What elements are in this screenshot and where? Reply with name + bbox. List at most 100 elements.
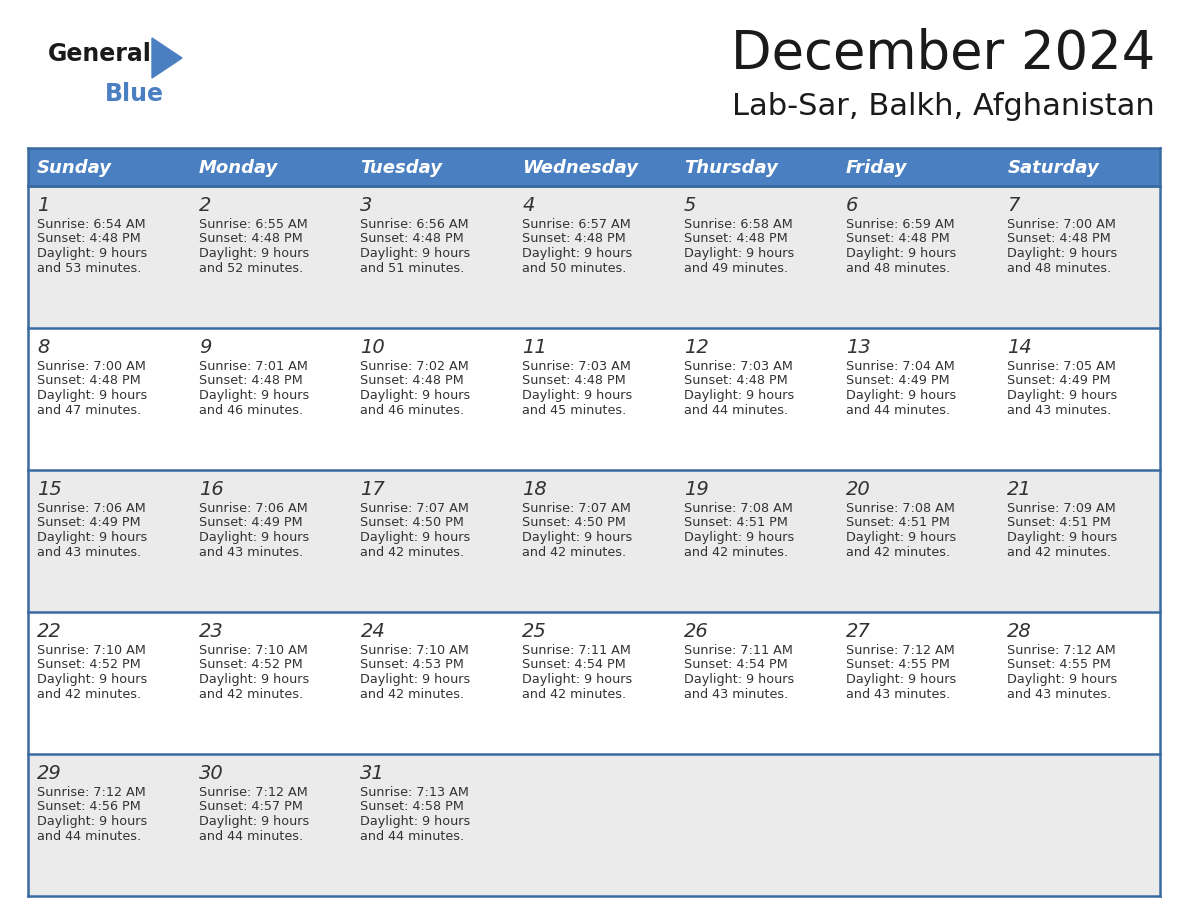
Text: Sunset: 4:54 PM: Sunset: 4:54 PM (523, 658, 626, 671)
Text: Lab-Sar, Balkh, Afghanistan: Lab-Sar, Balkh, Afghanistan (732, 92, 1155, 121)
Text: Sunset: 4:48 PM: Sunset: 4:48 PM (846, 232, 949, 245)
Text: 5: 5 (684, 196, 696, 215)
Text: Daylight: 9 hours: Daylight: 9 hours (360, 531, 470, 544)
Text: Sunrise: 7:08 AM: Sunrise: 7:08 AM (846, 502, 954, 515)
Text: Daylight: 9 hours: Daylight: 9 hours (523, 531, 632, 544)
Text: Sunday: Sunday (37, 159, 112, 177)
Text: and 43 minutes.: and 43 minutes. (198, 545, 303, 558)
Text: Sunrise: 7:05 AM: Sunrise: 7:05 AM (1007, 360, 1117, 373)
Text: Sunset: 4:56 PM: Sunset: 4:56 PM (37, 800, 140, 813)
Text: Sunset: 4:54 PM: Sunset: 4:54 PM (684, 658, 788, 671)
Text: Sunrise: 7:00 AM: Sunrise: 7:00 AM (37, 360, 146, 373)
Text: Daylight: 9 hours: Daylight: 9 hours (684, 673, 794, 686)
Text: Sunset: 4:48 PM: Sunset: 4:48 PM (360, 375, 465, 387)
Text: Sunrise: 7:12 AM: Sunrise: 7:12 AM (37, 786, 146, 799)
Text: Sunset: 4:55 PM: Sunset: 4:55 PM (846, 658, 949, 671)
Text: and 48 minutes.: and 48 minutes. (1007, 262, 1112, 274)
Text: Sunrise: 7:10 AM: Sunrise: 7:10 AM (37, 644, 146, 657)
Text: and 52 minutes.: and 52 minutes. (198, 262, 303, 274)
Text: Tuesday: Tuesday (360, 159, 442, 177)
Text: Sunrise: 7:06 AM: Sunrise: 7:06 AM (37, 502, 146, 515)
Text: Daylight: 9 hours: Daylight: 9 hours (1007, 673, 1118, 686)
Text: 14: 14 (1007, 338, 1032, 357)
Text: Sunset: 4:48 PM: Sunset: 4:48 PM (523, 232, 626, 245)
Bar (29, 148, 1159, 186)
Text: and 42 minutes.: and 42 minutes. (684, 545, 788, 558)
Text: 7: 7 (1007, 196, 1019, 215)
Text: 22: 22 (37, 622, 62, 641)
Text: Daylight: 9 hours: Daylight: 9 hours (523, 673, 632, 686)
Text: 21: 21 (1007, 480, 1032, 499)
Text: Thursday: Thursday (684, 159, 778, 177)
Text: 13: 13 (846, 338, 871, 357)
Text: and 42 minutes.: and 42 minutes. (846, 545, 949, 558)
Text: Sunset: 4:50 PM: Sunset: 4:50 PM (360, 517, 465, 530)
Text: Sunrise: 7:00 AM: Sunrise: 7:00 AM (1007, 218, 1117, 231)
Text: Sunset: 4:51 PM: Sunset: 4:51 PM (846, 517, 949, 530)
Text: Blue: Blue (105, 82, 164, 106)
Text: Sunset: 4:48 PM: Sunset: 4:48 PM (37, 232, 140, 245)
Text: Daylight: 9 hours: Daylight: 9 hours (360, 389, 470, 402)
Text: Monday: Monday (198, 159, 278, 177)
Text: Sunrise: 7:13 AM: Sunrise: 7:13 AM (360, 786, 469, 799)
Text: and 43 minutes.: and 43 minutes. (37, 545, 141, 558)
Text: 10: 10 (360, 338, 385, 357)
Text: Sunset: 4:51 PM: Sunset: 4:51 PM (684, 517, 788, 530)
Text: Sunrise: 7:12 AM: Sunrise: 7:12 AM (1007, 644, 1116, 657)
Text: Sunset: 4:51 PM: Sunset: 4:51 PM (1007, 517, 1111, 530)
Text: 31: 31 (360, 764, 385, 783)
Text: Sunset: 4:55 PM: Sunset: 4:55 PM (1007, 658, 1111, 671)
Text: Daylight: 9 hours: Daylight: 9 hours (37, 247, 147, 260)
Text: Daylight: 9 hours: Daylight: 9 hours (360, 673, 470, 686)
Text: Daylight: 9 hours: Daylight: 9 hours (1007, 389, 1118, 402)
Text: Sunrise: 7:02 AM: Sunrise: 7:02 AM (360, 360, 469, 373)
Text: and 42 minutes.: and 42 minutes. (37, 688, 141, 700)
Bar (29, 612, 1159, 754)
Text: Daylight: 9 hours: Daylight: 9 hours (523, 389, 632, 402)
Text: Sunset: 4:48 PM: Sunset: 4:48 PM (198, 232, 303, 245)
Text: and 42 minutes.: and 42 minutes. (198, 688, 303, 700)
Text: Sunset: 4:48 PM: Sunset: 4:48 PM (360, 232, 465, 245)
Text: Daylight: 9 hours: Daylight: 9 hours (198, 531, 309, 544)
Text: 9: 9 (198, 338, 211, 357)
Text: and 43 minutes.: and 43 minutes. (1007, 688, 1112, 700)
Text: Sunrise: 7:03 AM: Sunrise: 7:03 AM (684, 360, 792, 373)
Text: 6: 6 (846, 196, 858, 215)
Text: 23: 23 (198, 622, 223, 641)
Text: Sunset: 4:52 PM: Sunset: 4:52 PM (198, 658, 303, 671)
Text: and 44 minutes.: and 44 minutes. (360, 830, 465, 843)
Text: 27: 27 (846, 622, 871, 641)
Text: 3: 3 (360, 196, 373, 215)
Text: and 49 minutes.: and 49 minutes. (684, 262, 788, 274)
Text: Sunset: 4:49 PM: Sunset: 4:49 PM (846, 375, 949, 387)
Text: 24: 24 (360, 622, 385, 641)
Text: Sunset: 4:48 PM: Sunset: 4:48 PM (37, 375, 140, 387)
Text: and 44 minutes.: and 44 minutes. (37, 830, 141, 843)
Text: Daylight: 9 hours: Daylight: 9 hours (360, 815, 470, 828)
Text: 26: 26 (684, 622, 708, 641)
Text: 17: 17 (360, 480, 385, 499)
Text: Sunrise: 7:12 AM: Sunrise: 7:12 AM (846, 644, 954, 657)
Text: and 51 minutes.: and 51 minutes. (360, 262, 465, 274)
Text: and 42 minutes.: and 42 minutes. (523, 688, 626, 700)
Text: Sunset: 4:57 PM: Sunset: 4:57 PM (198, 800, 303, 813)
Text: Sunrise: 6:57 AM: Sunrise: 6:57 AM (523, 218, 631, 231)
Text: Sunset: 4:48 PM: Sunset: 4:48 PM (684, 375, 788, 387)
Text: and 46 minutes.: and 46 minutes. (360, 404, 465, 417)
Text: 25: 25 (523, 622, 546, 641)
Text: Saturday: Saturday (1007, 159, 1099, 177)
Text: Sunrise: 6:59 AM: Sunrise: 6:59 AM (846, 218, 954, 231)
Text: 11: 11 (523, 338, 546, 357)
Text: and 50 minutes.: and 50 minutes. (523, 262, 626, 274)
Text: Sunset: 4:49 PM: Sunset: 4:49 PM (37, 517, 140, 530)
Text: and 44 minutes.: and 44 minutes. (198, 830, 303, 843)
Text: 16: 16 (198, 480, 223, 499)
Text: Sunset: 4:48 PM: Sunset: 4:48 PM (684, 232, 788, 245)
Text: Daylight: 9 hours: Daylight: 9 hours (198, 389, 309, 402)
Text: 19: 19 (684, 480, 708, 499)
Text: and 42 minutes.: and 42 minutes. (360, 545, 465, 558)
Text: Daylight: 9 hours: Daylight: 9 hours (523, 247, 632, 260)
Text: 18: 18 (523, 480, 546, 499)
Text: 15: 15 (37, 480, 62, 499)
Text: Daylight: 9 hours: Daylight: 9 hours (37, 389, 147, 402)
